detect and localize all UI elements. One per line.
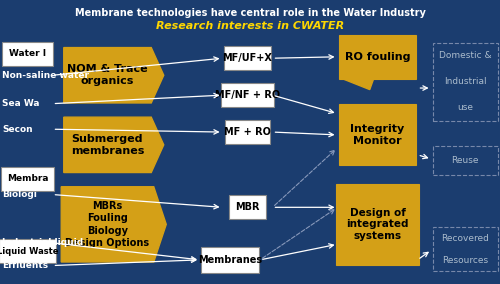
Bar bbox=[229, 195, 266, 219]
Text: Membranes: Membranes bbox=[198, 255, 262, 265]
Text: MF/UF+X: MF/UF+X bbox=[222, 53, 272, 63]
Text: RO fouling: RO fouling bbox=[345, 52, 410, 62]
Polygon shape bbox=[342, 79, 374, 90]
Bar bbox=[432, 43, 498, 121]
Bar bbox=[2, 42, 52, 66]
Text: Integrity
Monitor: Integrity Monitor bbox=[350, 124, 405, 146]
Text: Domestic &: Domestic & bbox=[438, 51, 492, 60]
Bar bbox=[339, 104, 416, 165]
Text: Sea Wa: Sea Wa bbox=[2, 99, 40, 108]
Text: Biologi: Biologi bbox=[2, 190, 37, 199]
Polygon shape bbox=[61, 187, 166, 262]
Text: Membrane technologies have central role in the Water Industry: Membrane technologies have central role … bbox=[74, 8, 426, 18]
Bar bbox=[339, 35, 416, 79]
Text: Recovered: Recovered bbox=[441, 234, 489, 243]
Text: NOM & Trace
organics: NOM & Trace organics bbox=[67, 64, 148, 86]
Text: Effluents: Effluents bbox=[2, 261, 48, 270]
Bar bbox=[225, 120, 270, 144]
Text: Water I: Water I bbox=[9, 49, 46, 59]
Bar bbox=[221, 83, 274, 107]
Text: Industrial liquid: Industrial liquid bbox=[2, 238, 84, 247]
Bar bbox=[432, 227, 498, 271]
Text: Design of
integrated
systems: Design of integrated systems bbox=[346, 208, 409, 241]
Bar bbox=[432, 146, 498, 175]
Text: use: use bbox=[457, 103, 473, 112]
Bar bbox=[201, 247, 259, 273]
Text: Secon: Secon bbox=[2, 125, 33, 134]
Text: Reuse: Reuse bbox=[451, 156, 478, 165]
Text: Liquid Waste: Liquid Waste bbox=[0, 247, 58, 256]
Text: Industrial: Industrial bbox=[444, 77, 486, 86]
Text: Non-saline water: Non-saline water bbox=[2, 71, 90, 80]
Bar bbox=[2, 167, 54, 191]
Bar bbox=[0, 239, 56, 264]
Text: Membra: Membra bbox=[7, 174, 48, 183]
Text: MBR: MBR bbox=[236, 202, 260, 212]
Bar bbox=[224, 46, 271, 70]
Text: Submerged
membranes: Submerged membranes bbox=[71, 134, 144, 156]
Text: Research interests in CWATER: Research interests in CWATER bbox=[156, 21, 344, 31]
Bar bbox=[336, 184, 419, 265]
Polygon shape bbox=[64, 117, 164, 173]
Text: MF + RO: MF + RO bbox=[224, 127, 271, 137]
Text: MBRs
Fouling
Biology
Design Options: MBRs Fouling Biology Design Options bbox=[66, 201, 150, 248]
Text: Resources: Resources bbox=[442, 256, 488, 265]
Text: MF/NF + RO: MF/NF + RO bbox=[215, 90, 280, 100]
Polygon shape bbox=[64, 47, 164, 103]
